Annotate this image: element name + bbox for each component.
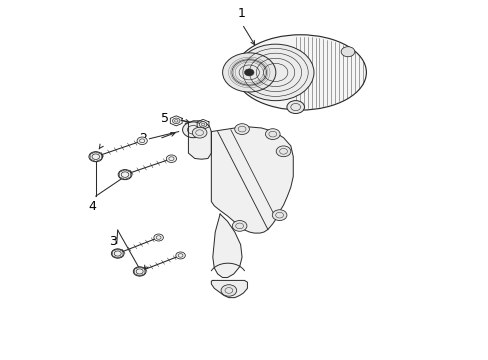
Circle shape — [182, 122, 203, 138]
Circle shape — [166, 155, 176, 162]
Circle shape — [341, 47, 354, 57]
Circle shape — [234, 124, 249, 134]
Circle shape — [192, 127, 206, 138]
Polygon shape — [211, 127, 293, 233]
Circle shape — [154, 234, 163, 241]
Circle shape — [272, 210, 286, 221]
Circle shape — [118, 170, 132, 180]
Circle shape — [137, 137, 147, 145]
Ellipse shape — [234, 35, 366, 110]
Polygon shape — [212, 214, 242, 278]
Text: 4: 4 — [88, 201, 96, 213]
Circle shape — [286, 100, 304, 113]
Polygon shape — [188, 121, 211, 159]
Text: 5: 5 — [161, 112, 168, 125]
Circle shape — [265, 129, 280, 139]
Text: 3: 3 — [109, 234, 117, 248]
Circle shape — [176, 252, 185, 259]
Circle shape — [133, 267, 146, 276]
Circle shape — [199, 122, 206, 127]
Text: 1: 1 — [238, 7, 245, 20]
Circle shape — [89, 152, 102, 162]
Circle shape — [232, 221, 246, 231]
Circle shape — [172, 118, 180, 123]
Text: 2: 2 — [139, 132, 147, 145]
Circle shape — [244, 69, 253, 76]
Circle shape — [111, 249, 124, 258]
Circle shape — [221, 285, 236, 296]
Polygon shape — [211, 280, 247, 298]
Circle shape — [237, 44, 313, 101]
Circle shape — [276, 146, 290, 157]
Circle shape — [222, 53, 275, 92]
